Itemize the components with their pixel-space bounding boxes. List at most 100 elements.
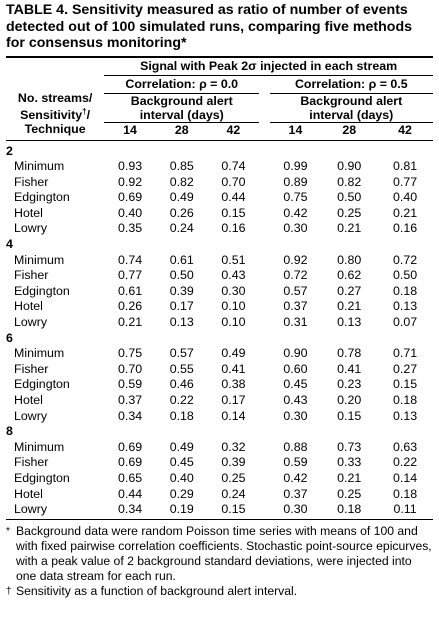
value-cell: 0.70 [221,174,246,189]
value-cell: 0.30 [221,283,246,298]
value-cell: 0.81 [393,159,418,174]
value-cell: 0.07 [393,315,418,330]
value-cell: 0.39 [169,283,194,298]
table-row: Hotel 0.37 0.22 0.17 0.43 0.20 0.18 [6,393,433,409]
value-cell: 0.22 [393,455,418,470]
value-cell: 0.25 [337,486,362,501]
value-cell: 0.34 [118,502,143,517]
value-cell: 0.15 [393,377,418,392]
value-cell: 0.71 [393,346,418,361]
value-cell: 0.92 [118,174,143,189]
value-cell: 0.59 [283,455,308,470]
value-cell: 0.21 [337,470,362,485]
value-cell: 0.30 [283,502,308,517]
value-cell: 0.23 [337,377,362,392]
value-cell: 0.16 [393,221,418,236]
value-cell: 0.41 [221,361,246,376]
value-cell: 0.15 [221,502,246,517]
technique-cell: Lowry [14,408,48,423]
value-cell: 0.27 [393,361,418,376]
value-cell: 0.18 [393,393,418,407]
value-cell: 0.17 [169,299,194,314]
value-cell: 0.26 [118,299,143,314]
value-cell: 0.34 [118,408,143,423]
value-cell: 0.69 [118,455,143,470]
value-cell: 0.40 [393,190,418,205]
value-cell: 0.20 [337,393,362,407]
value-cell: 0.13 [393,299,418,314]
value-cell: 0.61 [118,283,143,298]
table-header: No. streams/ Sensitivity†/ Technique Sig… [6,57,433,137]
value-cell: 0.13 [169,315,194,330]
value-cell: 0.57 [283,283,308,298]
value-cell: 0.61 [169,252,194,267]
value-cell: 0.74 [221,159,246,174]
value-cell: 0.46 [169,377,194,392]
table-row: Minimum 0.74 0.61 0.51 0.92 0.80 0.72 [6,253,433,269]
value-cell: 0.50 [393,268,418,283]
value-cell: 0.80 [337,252,362,267]
value-cell: 0.50 [169,268,194,283]
value-cell: 0.37 [283,486,308,501]
corr-b-header: Correlation: ρ = 0.5 [269,75,433,94]
value-cell: 0.72 [283,268,308,283]
value-cell: 0.75 [118,346,143,361]
signal-header: Signal with Peak 2σ injected in each str… [104,57,433,76]
interval-header-b: Background alert interval (days) [269,93,433,123]
value-cell: 0.30 [283,221,308,236]
value-cell: 0.18 [169,408,194,423]
value-cell: 0.29 [169,486,194,501]
bottom-rule [6,518,433,520]
table-row: Fisher 0.70 0.55 0.41 0.60 0.41 0.27 [6,362,433,378]
value-cell: 0.19 [169,502,194,517]
value-cell: 0.69 [118,190,143,205]
technique-cell: Hotel [14,205,43,220]
value-cell: 0.63 [393,439,418,454]
value-cell: 0.31 [283,315,308,330]
day-header: 42 [398,122,412,137]
value-cell: 0.41 [337,361,362,376]
technique-cell: Minimum [14,439,65,454]
value-cell: 0.24 [169,221,194,236]
technique-cell: Edgington [14,470,70,485]
value-cell: 0.62 [337,268,362,283]
value-cell: 0.75 [283,190,308,205]
technique-cell: Minimum [14,159,65,174]
table-row: Fisher 0.69 0.45 0.39 0.59 0.33 0.22 [6,455,433,471]
corr-a-header: Correlation: ρ = 0.0 [104,75,260,94]
sensitivity-table: No. streams/ Sensitivity†/ Technique Sig… [6,57,433,518]
value-cell: 0.37 [118,393,143,407]
technique-cell: Edgington [14,190,70,205]
value-cell: 0.39 [221,455,246,470]
value-cell: 0.33 [337,455,362,470]
table-row: Fisher 0.92 0.82 0.70 0.89 0.82 0.77 [6,175,433,191]
interval-header-a: Background alert interval (days) [104,93,260,123]
value-cell: 0.65 [118,470,143,485]
technique-cell: Edgington [14,283,70,298]
table-row: Hotel 0.26 0.17 0.10 0.37 0.21 0.13 [6,299,433,315]
value-cell: 0.17 [221,393,246,407]
value-cell: 0.21 [393,205,418,220]
table-row: Edgington 0.59 0.46 0.38 0.45 0.23 0.15 [6,377,433,393]
table-row: Hotel 0.44 0.29 0.24 0.37 0.25 0.18 [6,487,433,503]
technique-cell: Minimum [14,346,65,361]
value-cell: 0.30 [283,408,308,423]
day-header: 28 [342,122,357,137]
value-cell: 0.13 [393,408,418,423]
value-cell: 0.77 [118,268,143,283]
table-row: Edgington 0.69 0.49 0.44 0.75 0.50 0.40 [6,190,433,206]
technique-cell: Hotel [14,299,43,314]
value-cell: 0.49 [169,439,194,454]
technique-cell: Fisher [14,174,49,189]
table-row: Lowry 0.34 0.19 0.15 0.30 0.18 0.11 [6,502,433,518]
value-cell: 0.44 [221,190,246,205]
value-cell: 0.35 [118,221,143,236]
value-cell: 0.21 [337,221,362,236]
stub-header: No. streams/ Sensitivity†/ Technique [17,90,93,136]
value-cell: 0.15 [221,205,246,220]
table-row: Minimum 0.69 0.49 0.32 0.88 0.73 0.63 [6,440,433,456]
value-cell: 0.90 [337,159,362,174]
technique-cell: Edgington [14,377,70,392]
value-cell: 0.99 [283,159,308,174]
